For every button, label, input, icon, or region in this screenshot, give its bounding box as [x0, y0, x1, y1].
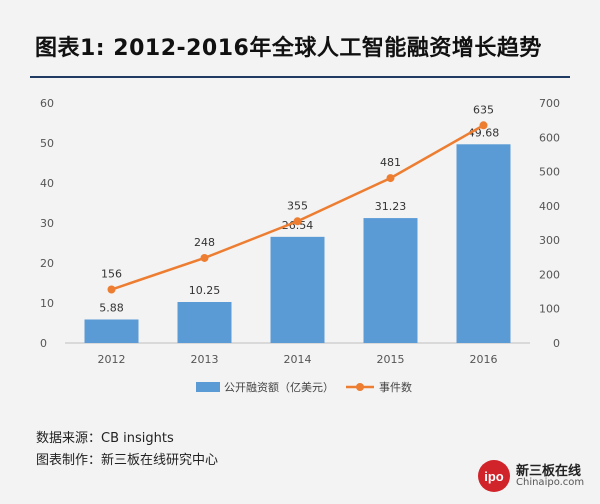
- title-underline: [30, 76, 570, 78]
- line-point: [386, 174, 395, 183]
- bar: [177, 302, 232, 343]
- legend-bar-swatch: [196, 382, 220, 392]
- brand-logo: ipo 新三板在线 Chinaipo.com: [478, 458, 590, 494]
- y-right-tick-label: 300: [539, 234, 560, 247]
- y-right-tick-label: 100: [539, 303, 560, 316]
- bar: [84, 319, 139, 343]
- bar: [456, 144, 511, 343]
- line-point: [200, 253, 209, 262]
- y-right-tick-label: 600: [539, 131, 560, 144]
- y-left-tick-label: 30: [40, 217, 54, 230]
- x-tick-label: 2013: [191, 353, 219, 366]
- line-point: [479, 121, 488, 130]
- x-tick-label: 2015: [377, 353, 405, 366]
- line-data-label: 481: [380, 156, 401, 169]
- legend-line-marker: [356, 383, 364, 391]
- line-point: [107, 285, 116, 294]
- x-tick-label: 2014: [284, 353, 312, 366]
- bar-data-label: 31.23: [375, 200, 407, 213]
- y-right-tick-label: 700: [539, 97, 560, 110]
- y-left-tick-label: 0: [40, 337, 47, 350]
- line-point: [293, 217, 302, 226]
- brand-name: 新三板在线: [516, 464, 582, 479]
- y-left-tick-label: 40: [40, 177, 54, 190]
- line-data-label: 635: [473, 103, 494, 116]
- y-left-tick-label: 10: [40, 297, 54, 310]
- bar: [270, 236, 325, 343]
- x-tick-label: 2016: [470, 353, 498, 366]
- ipo-logo-icon: ipo: [478, 460, 510, 492]
- y-right-tick-label: 0: [553, 337, 560, 350]
- legend-line-label: 事件数: [379, 381, 412, 394]
- brand-url: Chinaipo.com: [516, 477, 585, 488]
- bar-data-label: 5.88: [99, 301, 124, 314]
- data-source-note: 数据来源：CB insights: [36, 431, 174, 446]
- y-right-tick-label: 500: [539, 166, 560, 179]
- legend-bar-label: 公开融资额（亿美元）: [224, 381, 334, 394]
- y-left-tick-label: 50: [40, 137, 54, 150]
- y-left-tick-label: 20: [40, 257, 54, 270]
- x-tick-label: 2012: [98, 353, 126, 366]
- chart-maker-note: 图表制作：新三板在线研究中心: [36, 453, 219, 468]
- line-data-label: 248: [194, 236, 215, 249]
- bar: [363, 218, 418, 343]
- y-right-tick-label: 200: [539, 268, 560, 281]
- combo-chart: 010203040506001002003004005006007005.881…: [40, 97, 560, 394]
- bar-data-label: 10.25: [189, 284, 221, 297]
- y-left-tick-label: 60: [40, 97, 54, 110]
- line-data-label: 156: [101, 268, 122, 281]
- y-right-tick-label: 400: [539, 200, 560, 213]
- line-data-label: 355: [287, 199, 308, 212]
- chart-title: 图表1: 2012-2016年全球人工智能融资增长趋势: [35, 36, 542, 61]
- bar-data-label: 26.54: [282, 219, 314, 232]
